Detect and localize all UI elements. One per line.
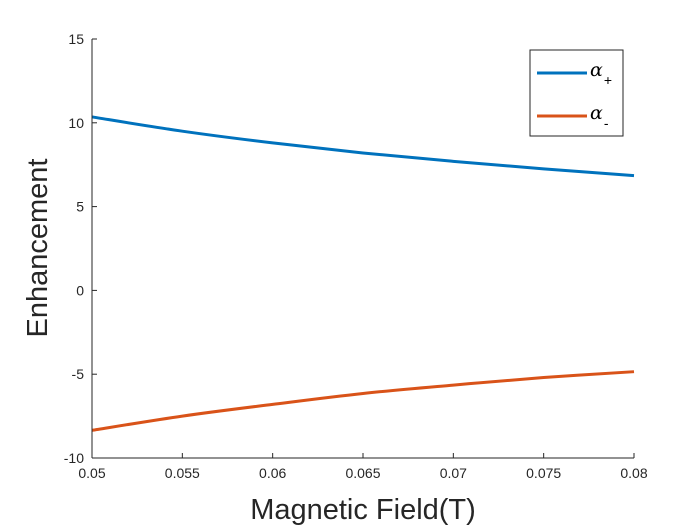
legend-box — [529, 49, 624, 137]
series-line-alpha-minus — [91, 370, 635, 432]
legend-entry-alpha-minus: α- — [590, 102, 609, 131]
x-tick-label: 0.08 — [620, 465, 647, 481]
x-tick-label: 0.055 — [165, 465, 200, 481]
y-tick-label: -5 — [72, 366, 85, 382]
y-tick-label: 10 — [68, 115, 84, 131]
legend-subscript: - — [604, 115, 609, 131]
ticks-layer: 0.05 0.055 0.06 0.065 0.07 0.075 0.08 -10 -5 0 5 10… — [64, 31, 648, 481]
legend-symbol: α — [590, 102, 603, 124]
legend: α+α- — [529, 49, 624, 137]
x-tick-label: 0.05 — [78, 465, 105, 481]
y-tick-label: -10 — [64, 450, 84, 466]
x-tick-label: 0.075 — [526, 465, 561, 481]
legend-subscript: + — [604, 72, 612, 88]
x-tick-label: 0.06 — [259, 465, 286, 481]
x-tick-label: 0.07 — [440, 465, 467, 481]
series-line-alpha-plus — [91, 115, 635, 178]
legend-symbol: α — [590, 59, 603, 81]
series-layer — [91, 115, 635, 432]
legend-entry-alpha-plus: α+ — [590, 59, 612, 88]
y-tick-label: 0 — [76, 282, 84, 298]
y-tick-label: 5 — [76, 199, 84, 215]
x-axis-title: Magnetic Field(T) — [250, 494, 476, 525]
y-tick-label: 15 — [68, 31, 84, 47]
x-tick-label: 0.065 — [345, 465, 380, 481]
y-axis-title: Enhancement — [22, 159, 54, 338]
